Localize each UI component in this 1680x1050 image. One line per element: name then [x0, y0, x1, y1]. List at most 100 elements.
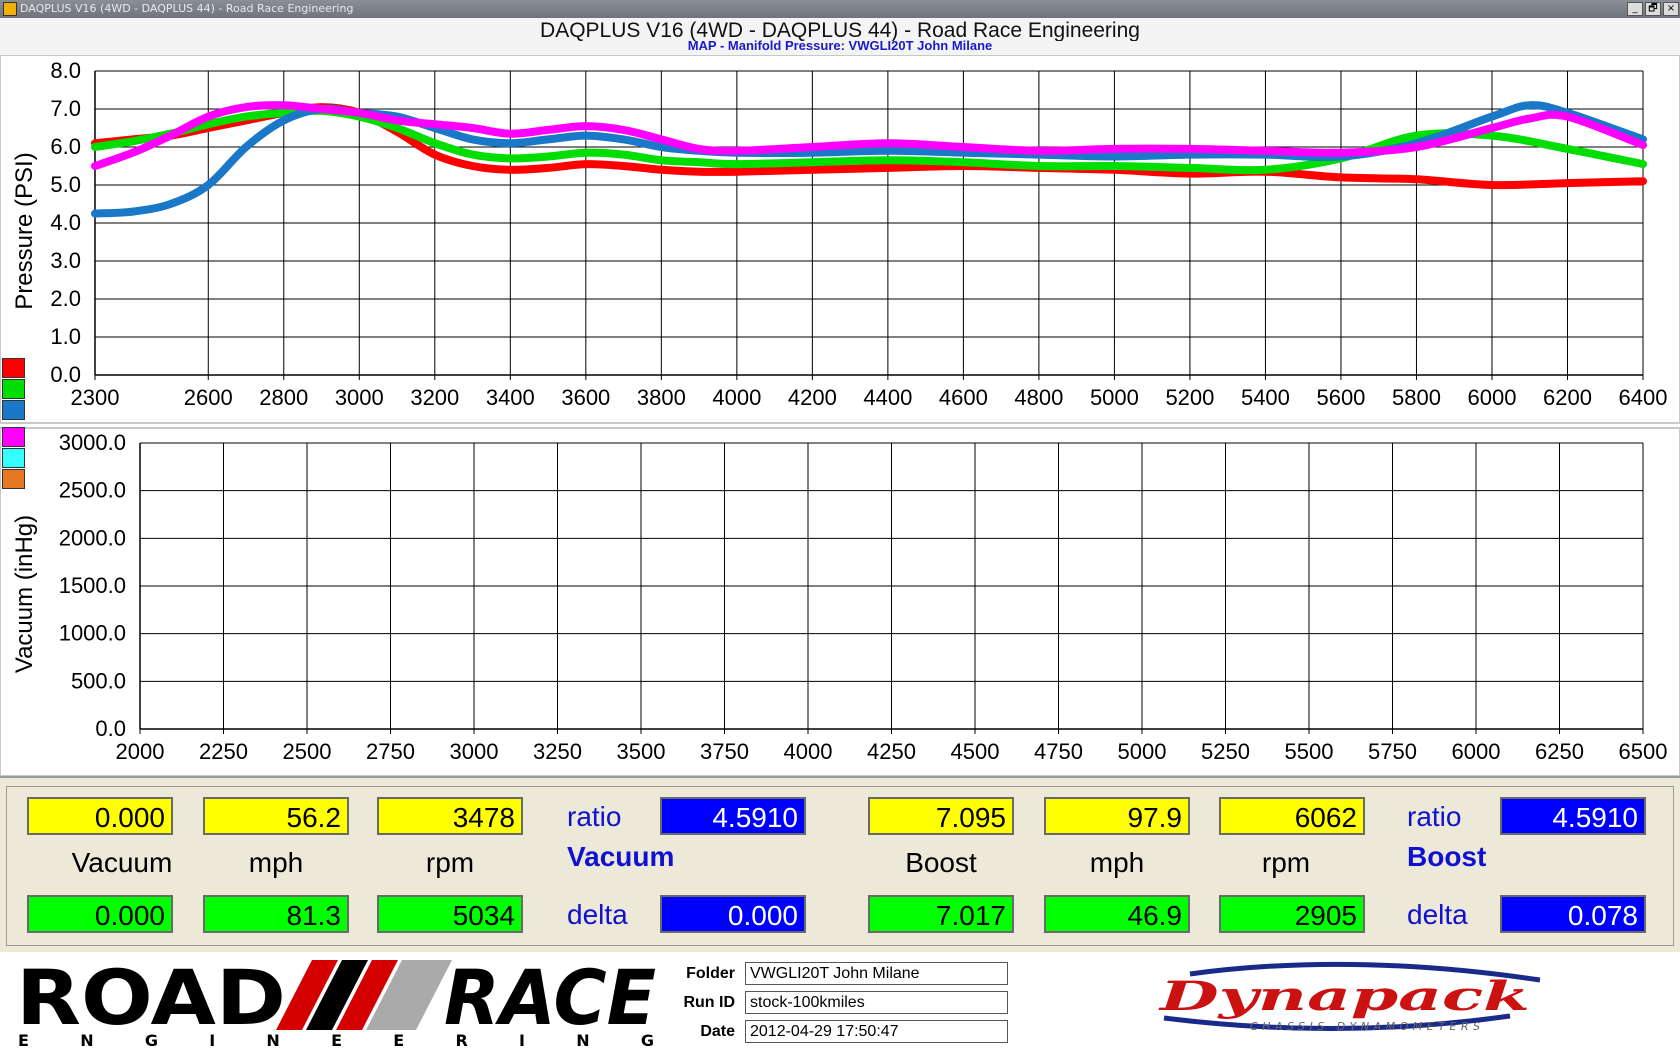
boost-mode-label: Boost	[1407, 841, 1487, 872]
x-tick-label: 4000	[712, 385, 761, 410]
x-tick-label: 2000	[116, 739, 165, 764]
vacuum-top-value: 0.000	[27, 797, 173, 835]
delta-value-right: 0.078	[1500, 895, 1646, 933]
y-tick-label: 3000.0	[59, 430, 126, 455]
legend-swatch-4[interactable]	[2, 427, 25, 447]
vacuum-mode-label: Vacuum	[567, 841, 675, 872]
x-tick-label: 2300	[71, 385, 120, 410]
mph-label-left: mph	[248, 847, 304, 878]
y-tick-label: 5.0	[50, 172, 81, 197]
x-tick-label: 5800	[1392, 385, 1441, 410]
x-tick-label: 5750	[1368, 739, 1417, 764]
dynapack-word: Dynapack	[1158, 973, 1530, 1020]
y-tick-label: 6.0	[50, 134, 81, 159]
series-line-2	[91, 106, 1647, 175]
date-label: Date	[700, 1023, 735, 1040]
x-tick-label: 3200	[410, 385, 459, 410]
logo-word-road: ROAD	[16, 958, 286, 1042]
y-tick-label: 1000.0	[59, 621, 126, 646]
minimize-button[interactable]: _	[1627, 2, 1643, 16]
x-tick-label: 5600	[1316, 385, 1365, 410]
legend-swatch-5[interactable]	[2, 448, 25, 468]
x-tick-label: 4600	[939, 385, 988, 410]
delta-label-left: delta	[567, 899, 628, 930]
readout-panel: 0.000 56.2 3478 Vacuum mph rpm 0.000 81.…	[0, 776, 1680, 952]
chart-header: DAQPLUS V16 (4WD - DAQPLUS 44) - Road Ra…	[0, 18, 1680, 55]
x-tick-label: 4250	[867, 739, 916, 764]
close-button[interactable]: ×	[1663, 2, 1679, 16]
x-tick-label: 6250	[1535, 739, 1584, 764]
x-tick-label: 2500	[283, 739, 332, 764]
app-title: DAQPLUS V16 (4WD - DAQPLUS 44) - Road Ra…	[540, 19, 1140, 41]
x-tick-label: 4400	[863, 385, 912, 410]
legend-swatch-1[interactable]	[2, 358, 25, 378]
x-tick-label: 2800	[259, 385, 308, 410]
ratio-value-right: 4.5910	[1500, 797, 1646, 835]
y-tick-label: 0.0	[95, 716, 126, 741]
x-tick-label: 6000	[1452, 739, 1501, 764]
legend-swatch-2[interactable]	[2, 379, 25, 399]
x-tick-label: 4800	[1014, 385, 1063, 410]
y-tick-label: 2500.0	[59, 478, 126, 503]
mph-bottom-value-right: 46.9	[1044, 895, 1190, 933]
x-tick-label: 2600	[184, 385, 233, 410]
dynapack-logo: Dynapack CHASSIS DYNAMOMETERS	[1158, 961, 1541, 1033]
x-tick-label: 3750	[700, 739, 749, 764]
y-axis-label: Pressure (PSI)	[11, 152, 38, 309]
charts-svg: 2300 2600 2800 3000 3200 3400 3600 3800 4000 4200…	[0, 55, 1680, 776]
delta-label-right: delta	[1407, 899, 1468, 930]
legend-swatch-3[interactable]	[2, 400, 25, 420]
x-tick-label: 3600	[561, 385, 610, 410]
x-tick-label: 5250	[1201, 739, 1250, 764]
x-tick-label: 5000	[1090, 385, 1139, 410]
x-tick-label: 5400	[1241, 385, 1290, 410]
chart-2: 2000 2250 2500 2750 3000 3250 3500 3750 4000 4250…	[0, 427, 1680, 776]
x-tick-label: 5500	[1285, 739, 1334, 764]
boost-label: Boost	[905, 847, 977, 878]
chart-area: 2300 2600 2800 3000 3200 3400 3600 3800 4000 4200…	[0, 55, 1680, 776]
road-race-logo: ROAD RACE ENGINEERING	[16, 958, 656, 1048]
ratio-label-left: ratio	[567, 801, 622, 832]
x-tick-label: 5000	[1118, 739, 1167, 764]
x-tick-label: 4500	[951, 739, 1000, 764]
x-tick-label: 3000	[450, 739, 499, 764]
y-tick-label: 7.0	[50, 96, 81, 121]
window-title: DAQPLUS V16 (4WD - DAQPLUS 44) - Road Ra…	[20, 2, 354, 15]
y-tick-label: 0.0	[50, 362, 81, 387]
mph-top-value-left: 56.2	[203, 797, 349, 835]
y-tick-label: 2.0	[50, 286, 81, 311]
y-tick-label: 2000.0	[59, 525, 126, 550]
chart-panel-2	[0, 427, 1680, 776]
title-bar: DAQPLUS V16 (4WD - DAQPLUS 44) - Road Ra…	[0, 0, 1680, 18]
legend-swatch-6[interactable]	[2, 469, 25, 489]
x-tick-label: 6200	[1543, 385, 1592, 410]
x-tick-label: 4000	[784, 739, 833, 764]
x-tick-label: 4200	[788, 385, 837, 410]
x-tick-label: 6000	[1467, 385, 1516, 410]
x-tick-label: 3250	[533, 739, 582, 764]
restore-button[interactable]: 🗗	[1645, 2, 1661, 16]
x-tick-label: 3500	[617, 739, 666, 764]
boost-bottom-value: 7.017	[868, 895, 1014, 933]
x-tick-label: 3400	[486, 385, 535, 410]
x-tick-label: 6500	[1619, 739, 1668, 764]
x-tick-label: 3800	[637, 385, 686, 410]
rpm-label-left: rpm	[425, 847, 475, 878]
rpm-label-right: rpm	[1261, 847, 1311, 878]
chart-1: 2300 2600 2800 3000 3200 3400 3600 3800 4000 4200…	[0, 55, 1680, 424]
y-axis-label: Vacuum (inHg)	[11, 515, 38, 673]
folder-label: Folder	[686, 965, 735, 982]
ratio-label-right: ratio	[1407, 801, 1462, 832]
rpm-top-value-left: 3478	[377, 797, 523, 835]
mph-label-right: mph	[1089, 847, 1145, 878]
y-tick-label: 3.0	[50, 248, 81, 273]
vacuum-bottom-value: 0.000	[27, 895, 173, 933]
runid-field: stock-100kmiles	[745, 991, 1008, 1014]
runid-label: Run ID	[683, 994, 735, 1011]
mph-top-value-right: 97.9	[1044, 797, 1190, 835]
readout-frame: 0.000 56.2 3478 Vacuum mph rpm 0.000 81.…	[6, 786, 1674, 946]
rpm-top-value-right: 6062	[1219, 797, 1365, 835]
y-tick-label: 4.0	[50, 210, 81, 235]
boost-top-value: 7.095	[868, 797, 1014, 835]
rpm-bottom-value-right: 2905	[1219, 895, 1365, 933]
